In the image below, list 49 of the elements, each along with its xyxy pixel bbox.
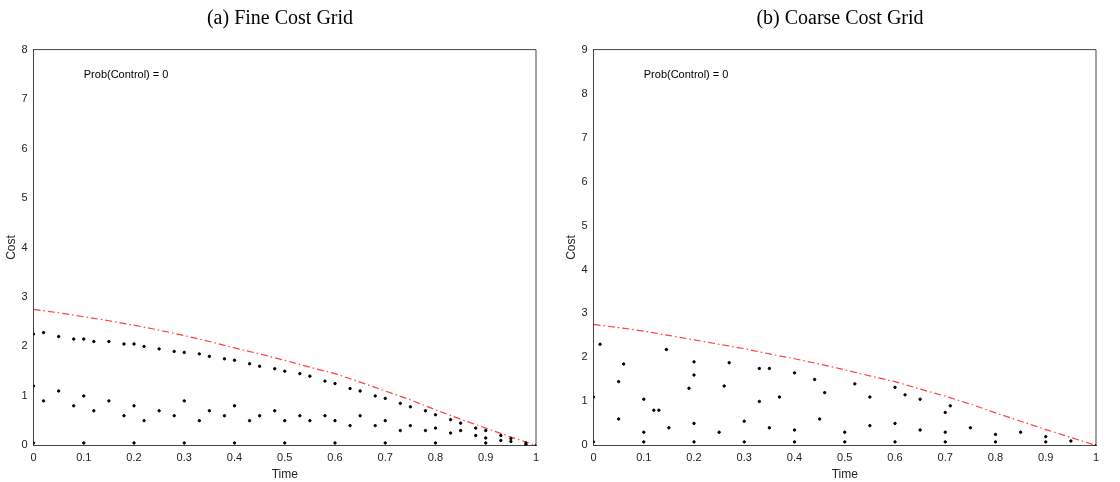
x-tick-label: 0.9 — [478, 451, 494, 464]
y-tick-label: 9 — [581, 42, 588, 55]
x-axis-title: Time — [831, 467, 859, 482]
x-tick-label: 0.9 — [1038, 451, 1054, 464]
x-tick-label: 0.2 — [126, 451, 142, 464]
y-tick-label: 1 — [581, 394, 588, 407]
x-tick-label: 0.1 — [636, 451, 652, 464]
y-axis-title: Cost — [3, 234, 18, 260]
x-tick-label: 0.3 — [176, 451, 192, 464]
y-tick-label: 6 — [21, 141, 28, 154]
y-tick-label: 1 — [21, 388, 28, 401]
x-tick-label: 1 — [1092, 451, 1100, 464]
x-tick-label: 0.6 — [887, 451, 903, 464]
y-tick-label: 5 — [21, 191, 28, 204]
y-tick-label: 8 — [21, 42, 28, 55]
y-tick-label: 5 — [581, 218, 588, 231]
x-tick-label: 0.8 — [987, 451, 1004, 464]
y-tick-label: 0 — [581, 438, 588, 451]
y-tick-label: 7 — [581, 130, 588, 143]
annotation: Prob(Control) = 0 — [643, 68, 729, 81]
x-tick-label: 0.3 — [736, 451, 752, 464]
chart-title: (b) Coarse Cost Grid — [755, 6, 925, 29]
x-tick-label: 0.4 — [786, 451, 803, 464]
x-tick-label: 0.4 — [226, 451, 243, 464]
y-tick-label: 3 — [21, 290, 28, 303]
y-tick-label: 7 — [21, 92, 28, 105]
x-tick-label: 0 — [590, 451, 597, 464]
x-tick-label: 0.1 — [76, 451, 92, 464]
x-tick-label: 0.8 — [427, 451, 444, 464]
annotation: Prob(Control) = 0 — [83, 68, 169, 81]
y-tick-label: 4 — [21, 240, 28, 253]
y-axis-title: Cost — [563, 234, 578, 260]
x-tick-label: 0.2 — [686, 451, 702, 464]
x-tick-label: 0.5 — [277, 451, 293, 464]
x-tick-label: 1 — [532, 451, 540, 464]
x-tick-label: 0 — [30, 451, 37, 464]
y-tick-label: 8 — [581, 86, 588, 99]
y-tick-label: 2 — [21, 339, 28, 352]
y-tick-label: 6 — [581, 174, 588, 187]
x-tick-label: 0.5 — [837, 451, 853, 464]
chart-title: (a) Fine Cost Grid — [205, 6, 355, 29]
x-axis-title: Time — [271, 467, 299, 482]
y-tick-label: 0 — [21, 438, 28, 451]
y-tick-label: 2 — [581, 350, 588, 363]
x-tick-label: 0.7 — [377, 451, 393, 464]
x-tick-label: 0.7 — [937, 451, 953, 464]
x-tick-label: 0.6 — [327, 451, 343, 464]
y-tick-label: 3 — [581, 306, 588, 319]
y-tick-label: 4 — [581, 262, 588, 275]
